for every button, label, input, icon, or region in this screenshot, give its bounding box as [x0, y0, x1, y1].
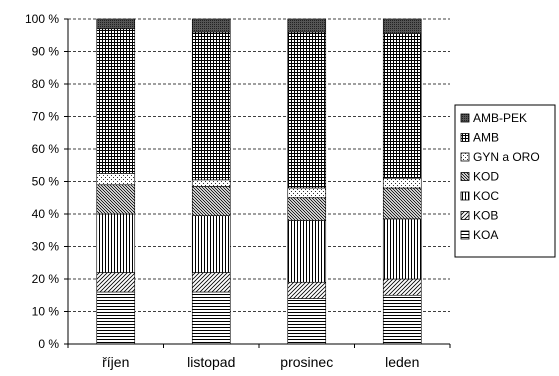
legend-label: KOA	[473, 228, 498, 242]
legend-swatch	[460, 113, 470, 123]
x-category-label: říjen	[102, 354, 129, 370]
bar-segment-amb-4	[382, 33, 422, 179]
bar-segment-amb-pek-2	[191, 18, 231, 33]
y-tick-label: 70 %	[32, 110, 60, 124]
y-axis: 0 % 10 % 20 % 30 % 40 % 50 % 60 % 70 % 80 % 90 % 1…	[25, 12, 69, 351]
bar-segment-koa-1	[96, 291, 136, 345]
y-tick-label: 80 %	[32, 77, 60, 91]
legend-label: AMB-PEK	[473, 111, 527, 125]
bar-segment-amb-2	[191, 31, 231, 181]
legend-swatch	[460, 133, 470, 142]
legend: AMB-PEK AMB GYN a ORO KOD KOC KOB KOA	[454, 104, 556, 258]
bar-segment-koc-2	[191, 215, 231, 273]
legend-label: AMB	[473, 131, 499, 145]
x-category-label: leden	[385, 354, 419, 370]
gridlines	[68, 18, 450, 312]
x-axis: říjen listopad prosinec leden	[67, 343, 451, 370]
x-category-label: listopad	[187, 354, 235, 370]
bar-segment-gyn-a-oro-4	[382, 177, 422, 189]
legend-box	[454, 104, 556, 258]
y-tick-label: 60 %	[32, 142, 60, 156]
bar-segment-koc-3	[287, 220, 327, 283]
legend-swatch	[460, 191, 470, 201]
bar-segment-gyn-a-oro-3	[287, 187, 327, 199]
bar-segment-kod-3	[287, 197, 327, 221]
bar-segment-amb-1	[96, 28, 136, 174]
legend-swatch	[460, 172, 470, 181]
y-tick-label: 40 %	[32, 207, 60, 221]
y-tick-label: 50 %	[32, 175, 60, 189]
y-tick-label: 100 %	[25, 12, 59, 26]
y-tick-label: 10 %	[32, 305, 60, 319]
bar-segment-kod-1	[96, 184, 136, 215]
legend-label: KOD	[473, 170, 499, 184]
bar-segment-kod-4	[382, 187, 422, 220]
bar-segment-kob-1	[96, 272, 136, 293]
bar-segment-koc-1	[96, 213, 136, 273]
legend-swatch	[460, 152, 470, 162]
bar-segment-koa-2	[191, 291, 231, 345]
y-tick-label: 30 %	[32, 240, 60, 254]
bar-segment-koa-3	[287, 298, 327, 345]
x-category-label: prosinec	[280, 354, 333, 370]
bar-segment-kob-4	[382, 278, 422, 296]
bar-segment-amb-pek-4	[382, 18, 422, 34]
legend-label: GYN a ORO	[473, 150, 540, 164]
bar-segment-kod-2	[191, 186, 231, 216]
y-tick-label: 0 %	[38, 337, 59, 351]
bars	[96, 18, 422, 345]
legend-label: KOB	[473, 209, 498, 223]
y-tick-label: 20 %	[32, 272, 60, 286]
legend-label: KOC	[473, 189, 499, 203]
bar-segment-kob-3	[287, 281, 327, 299]
bar-segment-koc-4	[382, 218, 422, 280]
legend-swatch	[460, 230, 470, 240]
bar-segment-gyn-a-oro-2	[191, 179, 231, 187]
bar-segment-amb-3	[287, 31, 327, 189]
bar-segment-kob-2	[191, 272, 231, 293]
bar-segment-amb-pek-1	[96, 18, 136, 30]
y-tick-label: 90 %	[32, 45, 60, 59]
bar-segment-gyn-a-oro-1	[96, 173, 136, 186]
legend-swatch	[460, 211, 470, 220]
bar-segment-koa-4	[382, 294, 422, 345]
bar-segment-amb-pek-3	[287, 18, 327, 33]
